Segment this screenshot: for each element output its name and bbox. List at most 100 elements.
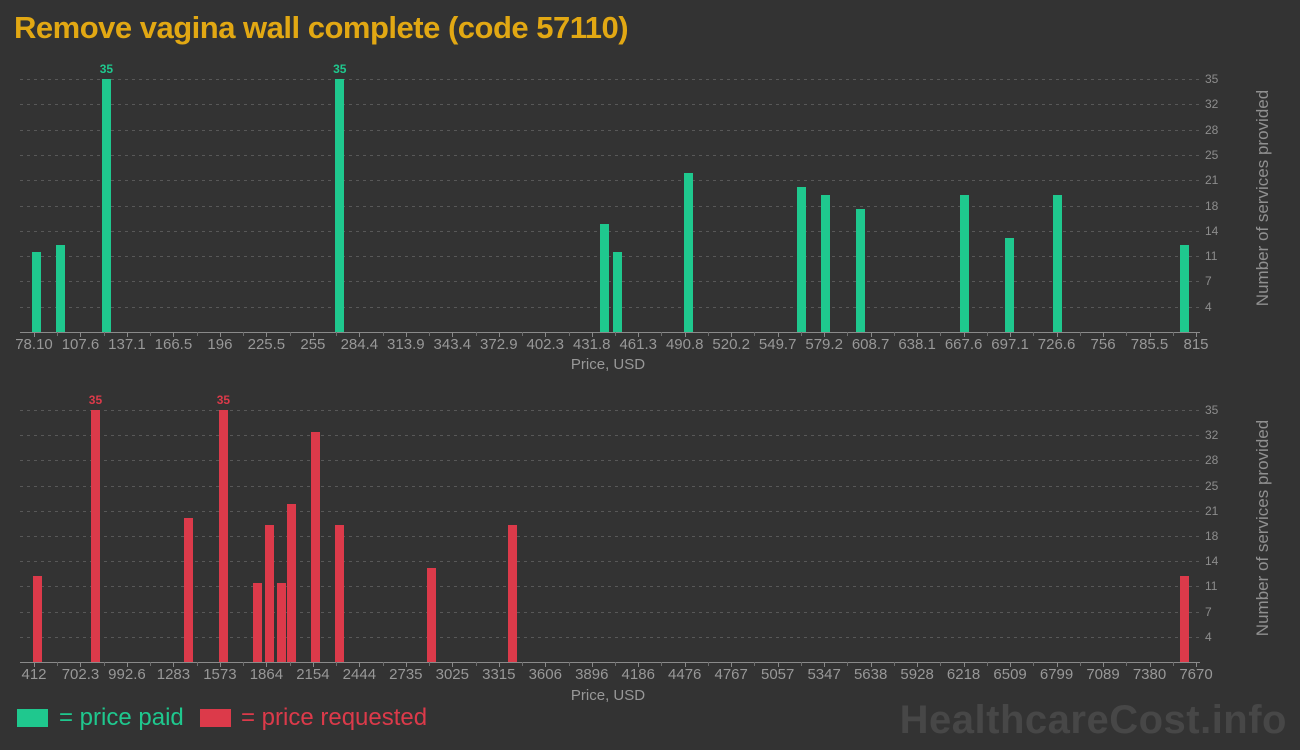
gridline — [20, 536, 1200, 537]
bar-paid[interactable] — [855, 209, 865, 332]
x-axis-minor-tick — [1033, 332, 1035, 336]
bar-paid[interactable] — [683, 172, 693, 332]
x-axis-line — [20, 332, 1200, 333]
gridline — [20, 410, 1200, 411]
bar-requested[interactable] — [277, 582, 287, 662]
bar-paid[interactable] — [101, 79, 111, 332]
bar-requested[interactable] — [90, 410, 100, 662]
bar-paid[interactable] — [612, 252, 622, 332]
x-tick-label: 756 — [1090, 336, 1116, 353]
bar-requested[interactable] — [508, 525, 518, 662]
x-axis-minor-tick — [1079, 662, 1081, 666]
x-tick-label: 5057 — [760, 666, 795, 683]
x-axis-tick — [545, 662, 547, 667]
x-axis-minor-tick — [289, 332, 291, 336]
gridline — [20, 306, 1200, 308]
x-axis-tick — [1103, 332, 1105, 337]
x-axis-tick — [312, 662, 314, 667]
bar-value-label: 35 — [333, 62, 347, 76]
bar-requested[interactable] — [183, 518, 193, 662]
y-tick-label: 21 — [1205, 173, 1219, 188]
x-tick-label: 726.6 — [1037, 336, 1076, 353]
x-axis-tick — [1149, 332, 1151, 337]
x-axis-minor-tick — [754, 662, 756, 666]
x-axis-minor-tick — [475, 332, 477, 336]
x-axis-tick — [1056, 332, 1058, 337]
bar-paid[interactable] — [820, 194, 830, 332]
gridline — [20, 180, 1200, 182]
x-axis-tick — [963, 662, 965, 667]
bar-requested[interactable] — [265, 525, 275, 662]
x-axis-tick — [80, 332, 82, 337]
x-axis-minor-tick — [1126, 332, 1128, 336]
x-tick-label: 461.3 — [619, 336, 657, 353]
bar-paid[interactable] — [797, 187, 807, 332]
x-axis-minor-tick — [754, 332, 756, 336]
y-tick-label: 28 — [1205, 122, 1219, 137]
x-axis-minor-tick — [429, 662, 431, 666]
bar-requested[interactable] — [33, 575, 43, 662]
x-axis-minor-tick — [615, 332, 616, 336]
x-axis-minor-tick — [986, 662, 988, 666]
bar-requested[interactable] — [426, 568, 436, 662]
bar-paid[interactable] — [32, 252, 42, 332]
x-axis-tick — [219, 332, 221, 337]
x-tick-label: 785.5 — [1130, 336, 1169, 353]
bar-requested[interactable] — [335, 525, 345, 662]
x-tick-label: 3606 — [528, 666, 562, 683]
bar-requested[interactable] — [1180, 575, 1190, 662]
bar-paid[interactable] — [600, 223, 610, 332]
bar-requested[interactable] — [287, 503, 297, 662]
bar-paid[interactable] — [1005, 238, 1015, 332]
x-axis-tick — [591, 662, 593, 667]
x-axis-minor-tick — [847, 332, 849, 336]
x-tick-label: 4186 — [621, 666, 655, 683]
x-axis-tick — [359, 662, 361, 667]
bar-paid[interactable] — [335, 79, 345, 332]
x-axis-minor-tick — [568, 332, 570, 336]
y-tick-label: 32 — [1205, 97, 1219, 112]
legend-swatch-price-paid — [17, 709, 48, 727]
gridline — [20, 79, 1200, 80]
x-axis-tick — [34, 662, 35, 667]
x-tick-label: 1864 — [249, 666, 284, 683]
x-axis-minor-tick — [1172, 662, 1174, 666]
x-tick-label: 7089 — [1086, 666, 1120, 683]
x-axis-minor-tick — [1172, 332, 1174, 336]
x-axis-tick — [684, 662, 686, 667]
x-axis-minor-tick — [522, 332, 524, 336]
bar-requested[interactable] — [253, 582, 263, 662]
gridline — [20, 460, 1200, 462]
y-tick-label: 28 — [1205, 453, 1219, 468]
x-axis-minor-tick — [847, 662, 849, 666]
x-axis-tick — [777, 662, 779, 667]
x-axis-tick — [1196, 662, 1197, 667]
x-axis-minor-tick — [661, 662, 663, 666]
x-axis-tick — [917, 662, 919, 667]
x-axis-tick — [1056, 662, 1058, 667]
bar-requested[interactable] — [218, 410, 228, 662]
x-tick-label: 815 — [1183, 336, 1209, 353]
y-tick-label: 4 — [1205, 629, 1212, 644]
watermark: HealthcareCost.info — [899, 698, 1287, 742]
page-title: Remove vagina wall complete (code 57110) — [14, 10, 629, 45]
bar-requested[interactable] — [311, 431, 321, 662]
bar-paid[interactable] — [1180, 245, 1190, 332]
x-axis-tick — [266, 662, 268, 667]
x-tick-label: 2735 — [389, 666, 423, 683]
legend-swatch-price-requested — [200, 709, 231, 727]
bar-paid[interactable] — [959, 194, 969, 332]
y-tick-label: 32 — [1205, 428, 1219, 443]
x-axis-tick — [638, 332, 640, 337]
bar-paid[interactable] — [56, 245, 66, 332]
gridline — [20, 561, 1200, 563]
x-axis-minor-tick — [336, 332, 338, 336]
y-tick-label: 35 — [1205, 403, 1219, 417]
x-axis-minor-tick — [289, 662, 291, 666]
x-axis-minor-tick — [243, 662, 245, 666]
x-tick-label: 225.5 — [247, 336, 286, 353]
x-tick-label: 6509 — [993, 666, 1027, 683]
bar-paid[interactable] — [1052, 194, 1062, 332]
y-tick-label: 18 — [1205, 198, 1219, 213]
